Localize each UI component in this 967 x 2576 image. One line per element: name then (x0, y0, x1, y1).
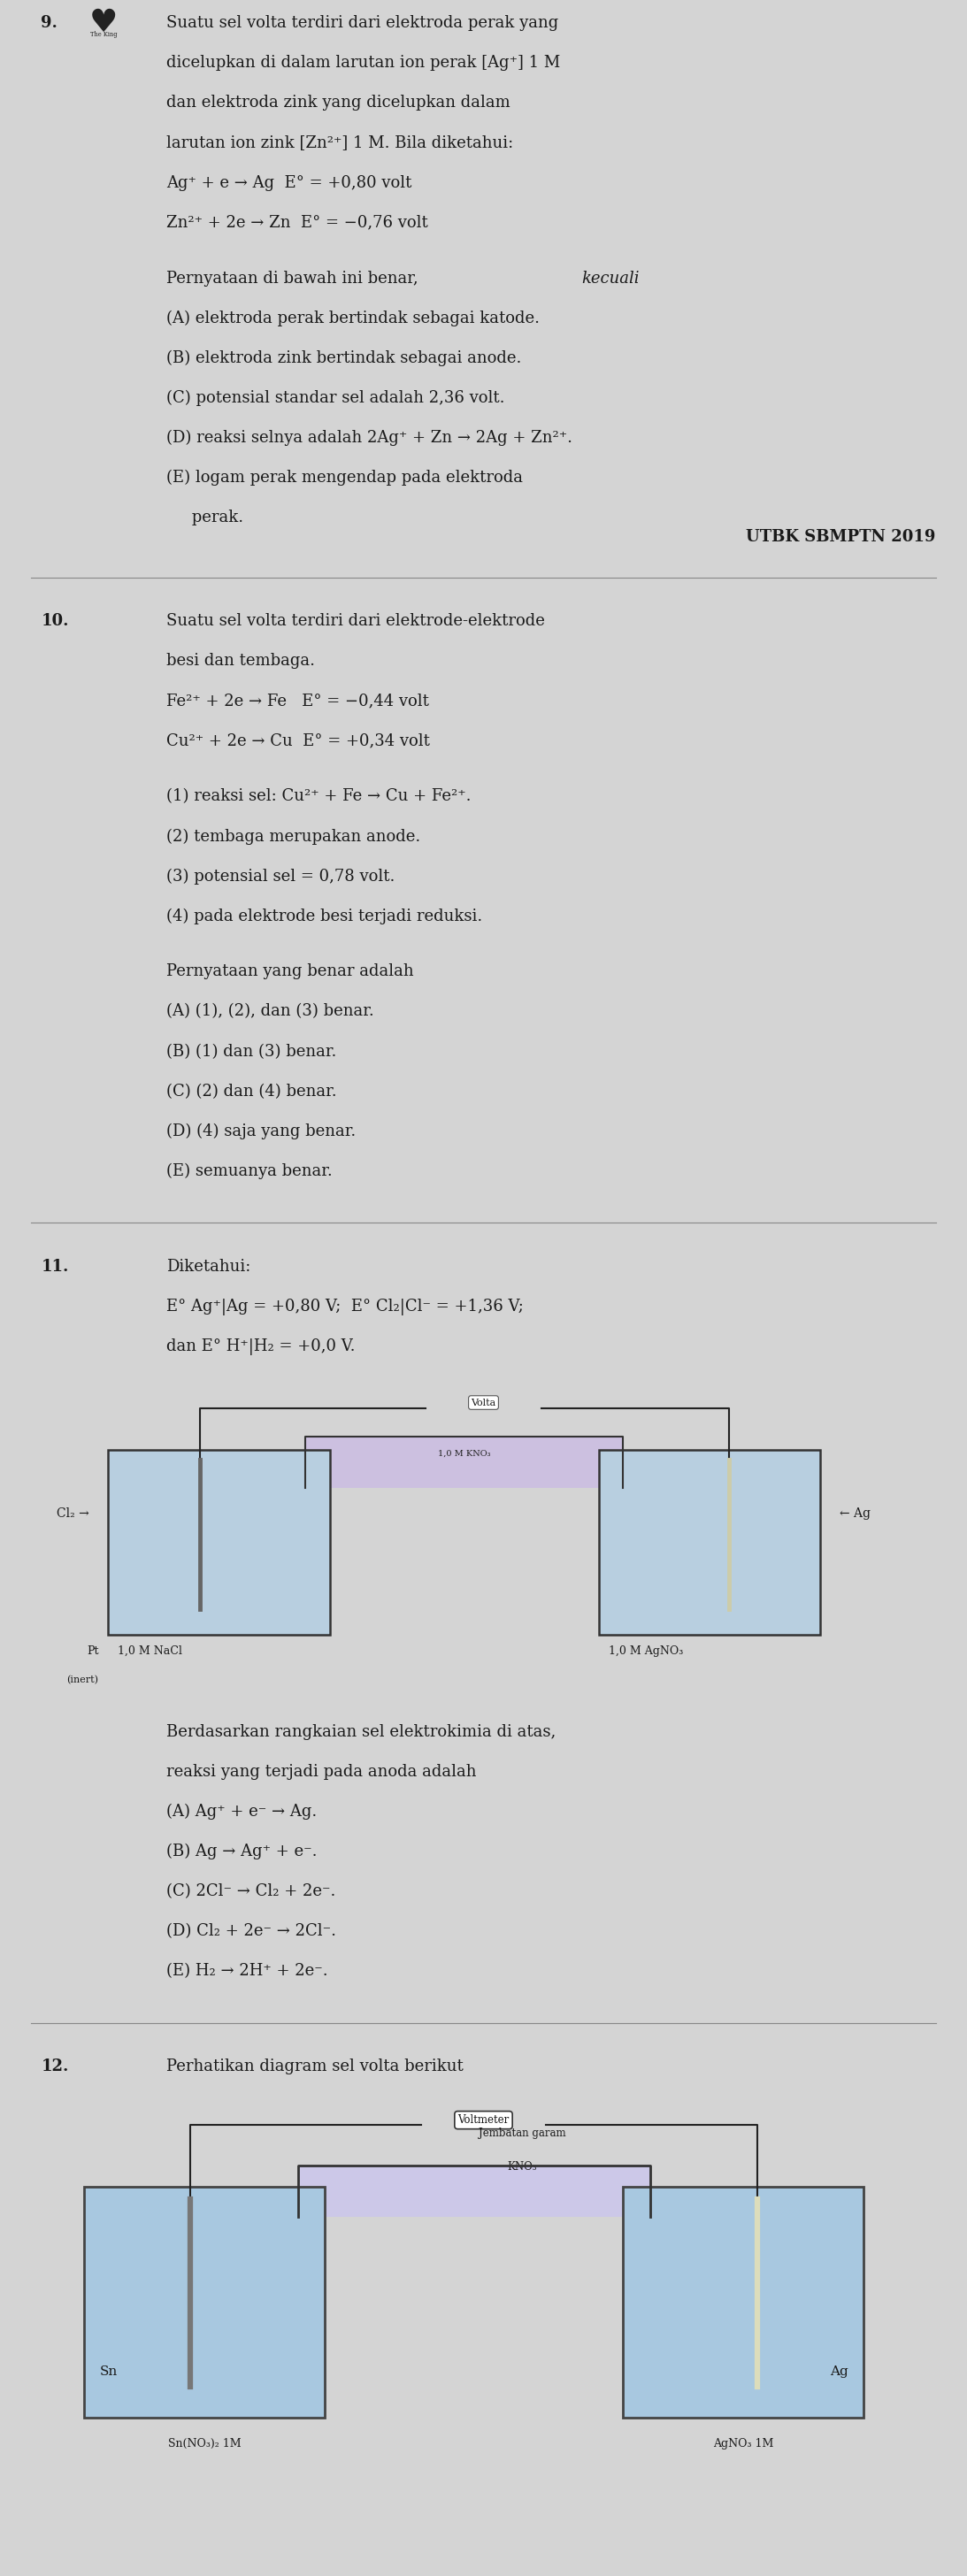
Text: 9.: 9. (41, 15, 58, 31)
Text: UTBK SBMPTN 2019: UTBK SBMPTN 2019 (746, 531, 936, 546)
Text: (E) H₂ → 2H⁺ + 2e⁻.: (E) H₂ → 2H⁺ + 2e⁻. (166, 1963, 328, 1978)
Text: (E) logam perak mengendap pada elektroda: (E) logam perak mengendap pada elektroda (166, 469, 522, 487)
Text: (C) (2) dan (4) benar.: (C) (2) dan (4) benar. (166, 1084, 337, 1100)
Text: 1,0 M KNO₃: 1,0 M KNO₃ (438, 1450, 490, 1458)
Text: Suatu sel volta terdiri dari elektrode-elektrode: Suatu sel volta terdiri dari elektrode-e… (166, 613, 544, 629)
Text: (inert): (inert) (67, 1677, 99, 1685)
Text: Perhatikan diagram sel volta berikut: Perhatikan diagram sel volta berikut (166, 2058, 463, 2074)
FancyBboxPatch shape (599, 1450, 820, 1636)
Text: dan elektroda zink yang dicelupkan dalam: dan elektroda zink yang dicelupkan dalam (166, 95, 510, 111)
Text: Pernyataan di bawah ini benar,: Pernyataan di bawah ini benar, (166, 270, 423, 286)
FancyBboxPatch shape (298, 2166, 650, 2218)
Text: 12.: 12. (41, 2058, 69, 2074)
Text: 1,0 M NaCl: 1,0 M NaCl (118, 1646, 183, 1656)
Text: ♥: ♥ (89, 8, 118, 39)
Text: Ag: Ag (831, 2365, 849, 2378)
Text: perak.: perak. (166, 510, 243, 526)
Text: Ag⁺ + e → Ag  E° = +0,80 volt: Ag⁺ + e → Ag E° = +0,80 volt (166, 175, 411, 191)
Text: dan E° H⁺|H₂ = +0,0 V.: dan E° H⁺|H₂ = +0,0 V. (166, 1340, 355, 1355)
Text: (A) (1), (2), dan (3) benar.: (A) (1), (2), dan (3) benar. (166, 1005, 373, 1020)
Text: (2) tembaga merupakan anode.: (2) tembaga merupakan anode. (166, 829, 420, 845)
Text: 10.: 10. (41, 613, 69, 629)
Text: Volta: Volta (471, 1399, 496, 1406)
Text: (1) reaksi sel: Cu²⁺ + Fe → Cu + Fe²⁺.: (1) reaksi sel: Cu²⁺ + Fe → Cu + Fe²⁺. (166, 788, 471, 804)
Text: Voltmeter: Voltmeter (457, 2115, 510, 2125)
Text: Pernyataan yang benar adalah: Pernyataan yang benar adalah (166, 963, 414, 979)
Text: Sn(NO₃)₂ 1M: Sn(NO₃)₂ 1M (168, 2439, 241, 2450)
Text: 1,0 M AgNO₃: 1,0 M AgNO₃ (608, 1646, 683, 1656)
Text: E° Ag⁺|Ag = +0,80 V;  E° Cl₂|Cl⁻ = +1,36 V;: E° Ag⁺|Ag = +0,80 V; E° Cl₂|Cl⁻ = +1,36 … (166, 1298, 523, 1316)
Text: (4) pada elektrode besi terjadi reduksi.: (4) pada elektrode besi terjadi reduksi. (166, 907, 483, 925)
Text: kecuali: kecuali (581, 270, 639, 286)
Text: larutan ion zink [Zn²⁺] 1 M. Bila diketahui:: larutan ion zink [Zn²⁺] 1 M. Bila diketa… (166, 134, 513, 152)
FancyBboxPatch shape (108, 1450, 330, 1636)
Text: Cu²⁺ + 2e → Cu  E° = +0,34 volt: Cu²⁺ + 2e → Cu E° = +0,34 volt (166, 732, 429, 750)
Text: 11.: 11. (41, 1260, 69, 1275)
Text: (D) Cl₂ + 2e⁻ → 2Cl⁻.: (D) Cl₂ + 2e⁻ → 2Cl⁻. (166, 1924, 336, 1940)
Text: (A) Ag⁺ + e⁻ → Ag.: (A) Ag⁺ + e⁻ → Ag. (166, 1803, 316, 1819)
Text: reaksi yang terjadi pada anoda adalah: reaksi yang terjadi pada anoda adalah (166, 1765, 476, 1780)
Text: dicelupkan di dalam larutan ion perak [Ag⁺] 1 M: dicelupkan di dalam larutan ion perak [A… (166, 54, 560, 72)
Text: Fe²⁺ + 2e → Fe   E° = −0,44 volt: Fe²⁺ + 2e → Fe E° = −0,44 volt (166, 693, 428, 708)
Text: KNO₃: KNO₃ (507, 2161, 537, 2172)
Text: Cl₂ →: Cl₂ → (56, 1507, 89, 1520)
Text: (B) elektroda zink bertindak sebagai anode.: (B) elektroda zink bertindak sebagai ano… (166, 350, 521, 366)
Text: Diketahui:: Diketahui: (166, 1260, 250, 1275)
Text: The King: The King (90, 31, 117, 39)
Text: Jembatan garam: Jembatan garam (479, 2128, 566, 2138)
Text: (C) 2Cl⁻ → Cl₂ + 2e⁻.: (C) 2Cl⁻ → Cl₂ + 2e⁻. (166, 1883, 336, 1899)
Text: (D) (4) saja yang benar.: (D) (4) saja yang benar. (166, 1123, 356, 1139)
Text: (E) semuanya benar.: (E) semuanya benar. (166, 1162, 332, 1180)
Text: (3) potensial sel = 0,78 volt.: (3) potensial sel = 0,78 volt. (166, 868, 395, 884)
Text: besi dan tembaga.: besi dan tembaga. (166, 652, 314, 670)
Text: (C) potensial standar sel adalah 2,36 volt.: (C) potensial standar sel adalah 2,36 vo… (166, 389, 505, 407)
Text: (B) (1) dan (3) benar.: (B) (1) dan (3) benar. (166, 1043, 337, 1059)
Text: (D) reaksi selnya adalah 2Ag⁺ + Zn → 2Ag + Zn²⁺.: (D) reaksi selnya adalah 2Ag⁺ + Zn → 2Ag… (166, 430, 572, 446)
Text: AgNO₃ 1M: AgNO₃ 1M (713, 2439, 774, 2450)
Text: Pt: Pt (87, 1646, 99, 1656)
Text: ← Ag: ← Ag (839, 1507, 870, 1520)
Text: Zn²⁺ + 2e → Zn  E° = −0,76 volt: Zn²⁺ + 2e → Zn E° = −0,76 volt (166, 214, 427, 229)
Text: Suatu sel volta terdiri dari elektroda perak yang: Suatu sel volta terdiri dari elektroda p… (166, 15, 558, 31)
Text: Berdasarkan rangkaian sel elektrokimia di atas,: Berdasarkan rangkaian sel elektrokimia d… (166, 1723, 555, 1739)
Text: (B) Ag → Ag⁺ + e⁻.: (B) Ag → Ag⁺ + e⁻. (166, 1844, 317, 1860)
Text: Sn: Sn (100, 2365, 117, 2378)
Text: (A) elektroda perak bertindak sebagai katode.: (A) elektroda perak bertindak sebagai ka… (166, 309, 540, 327)
FancyBboxPatch shape (623, 2187, 864, 2419)
FancyBboxPatch shape (84, 2187, 325, 2419)
FancyBboxPatch shape (306, 1437, 623, 1489)
